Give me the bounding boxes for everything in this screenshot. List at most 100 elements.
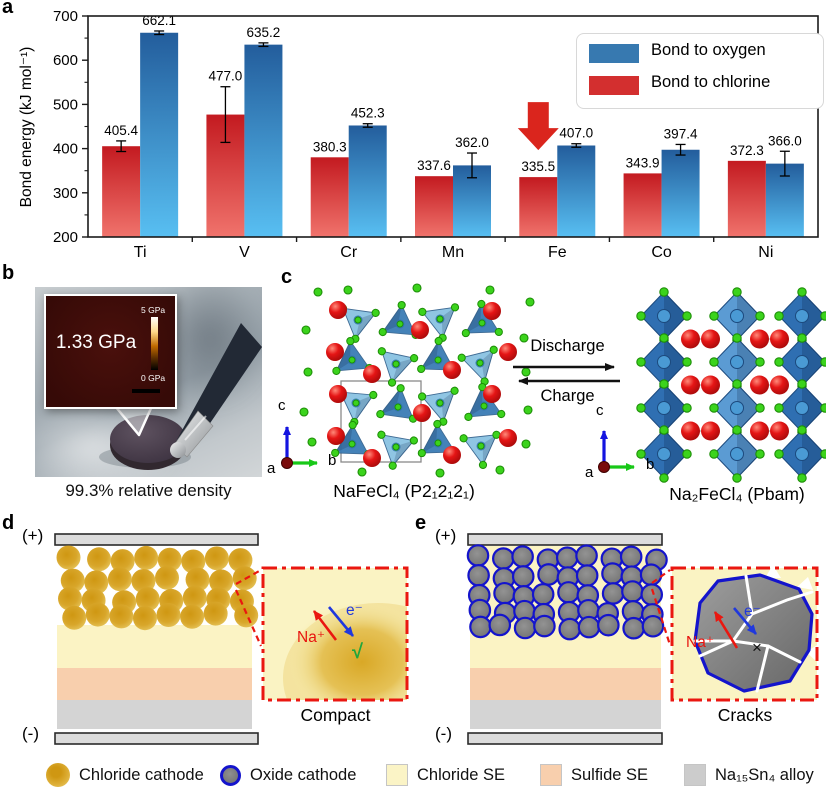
chlorine-atom (709, 403, 719, 413)
oxide-cathode-particle (467, 564, 490, 587)
iron-atom (795, 401, 809, 415)
chlorine-atom (301, 325, 311, 335)
bar-value-label: 407.0 (559, 126, 593, 141)
oxide-cathode-particle (537, 563, 560, 586)
legend-item-chloride-cathode: Chloride cathode (46, 762, 204, 788)
bar-value-label: 337.6 (417, 158, 451, 173)
chloride-cathode-particle (135, 587, 160, 612)
panel-label-c: c (281, 266, 293, 288)
legend-item-sulfide-se: Sulfide SE (540, 762, 648, 788)
sodium-atom (363, 365, 381, 383)
sodium-atom (499, 429, 517, 447)
chlorine-atom (709, 357, 719, 367)
chloride-cathode-particle (58, 586, 83, 611)
chlorine-atom (521, 439, 531, 449)
crack-line (750, 590, 814, 616)
fecl4-tetrahedron (418, 386, 459, 426)
x-category-label: Fe (548, 244, 567, 261)
iron-atom (795, 309, 809, 323)
chlorine-atom (523, 405, 533, 415)
chlorine-atom (732, 425, 742, 435)
chart-legend: Bond to oxygen Bond to chlorine (576, 33, 824, 109)
chlorine-atom (820, 449, 826, 459)
check-mark: √ (352, 641, 363, 663)
chlorine-atom (755, 357, 765, 367)
bar-Ti-oxygen (140, 32, 179, 237)
scale-bar (132, 389, 160, 393)
compact-particle (288, 602, 407, 700)
iron-atom (657, 309, 671, 323)
chlorine-atom (519, 333, 529, 343)
chlorine-atom (307, 437, 317, 447)
chlorine-atom (659, 425, 669, 435)
cracks-caption: Cracks (717, 705, 773, 725)
chlorine-atom (755, 449, 765, 459)
bar-value-label: 635.2 (247, 25, 281, 40)
sodium-atom (329, 301, 347, 319)
chlorine-atom (659, 333, 669, 343)
oxide-cathode-particle (621, 580, 644, 603)
colorbar-max-label: 5 GPa (141, 305, 166, 315)
crack-line (698, 574, 754, 658)
oxide-cathode-particle (639, 563, 663, 586)
sulfide-se-layer (57, 668, 252, 700)
oxide-cathode-particle (513, 616, 537, 640)
bar-Fe-oxygen (557, 145, 596, 237)
sodium-atom (701, 375, 720, 395)
chloride-cathode-particle (85, 602, 110, 627)
colorbar-min-label: 0 GPa (141, 373, 166, 383)
oxide-cathode-particle (557, 581, 580, 604)
chloride-se-layer (57, 625, 252, 668)
chlorine-atom (820, 357, 826, 367)
sodium-atom (750, 329, 769, 349)
fecl4-tetrahedron (464, 382, 506, 422)
electron-arrow (327, 606, 355, 637)
sodium-atom (750, 375, 769, 395)
iron-atom (795, 447, 809, 461)
oxide-cathode-particle (492, 547, 515, 570)
crack-line (755, 644, 770, 693)
bar-value-label: 362.0 (455, 135, 489, 150)
oxide-cathode-particle (531, 583, 555, 606)
oxide-cathode-particle (558, 617, 582, 641)
chlorine-atom (412, 283, 422, 293)
x-category-label: V (239, 244, 250, 261)
chloride-cathode-particle (87, 547, 112, 572)
density-caption: 99.3% relative density (65, 481, 232, 500)
oxide-cathode-particle (555, 546, 579, 569)
bar-Ni-chlorine (727, 160, 766, 237)
bond-energy-bar-chart: 200 300 400 500 600 700 Bond energy (kJ mol⁻¹)… (18, 8, 819, 261)
chloride-cathode-particle (185, 567, 210, 592)
chlorine-atom (313, 287, 323, 297)
chlorine-atom (797, 425, 807, 435)
iron-atom (657, 401, 671, 415)
chlorine-atom (732, 333, 742, 343)
chlorine-atom (357, 467, 367, 477)
chlorine-atom (636, 403, 646, 413)
bar-value-label: 397.4 (664, 126, 698, 141)
chlorine-atom (797, 379, 807, 389)
chloride-cathode-particle (181, 549, 206, 574)
oxide-cathode-particle (601, 562, 624, 585)
alloy-anode-layer (470, 700, 661, 729)
chlorine-atom (303, 367, 313, 377)
chlorine-atom (682, 403, 692, 413)
chlorine-atom (797, 333, 807, 343)
legend-item-oxide-cathode: Oxide cathode (220, 762, 356, 788)
panel-label-a: a (2, 0, 14, 18)
bar-value-label: 405.4 (104, 123, 138, 138)
cell-schematics (54, 533, 819, 745)
legend-label-chlorine: Bond to chlorine (651, 73, 771, 91)
sodium-atom (770, 329, 789, 349)
x-category-label: Cr (340, 244, 358, 261)
chloride-cathode-particle (203, 601, 228, 626)
chloride-cathode-particle (209, 569, 234, 594)
bar-Mn-chlorine (415, 176, 453, 237)
electron-label-d: e⁻ (346, 602, 363, 619)
axis-a-left: a (267, 460, 276, 477)
chloride-cathode-particle (134, 545, 159, 570)
chlorine-atom (820, 403, 826, 413)
pellet-photo: 1.33 GPa 5 GPa 0 GPa (35, 287, 262, 477)
chloride-cathode-icon (46, 763, 70, 787)
